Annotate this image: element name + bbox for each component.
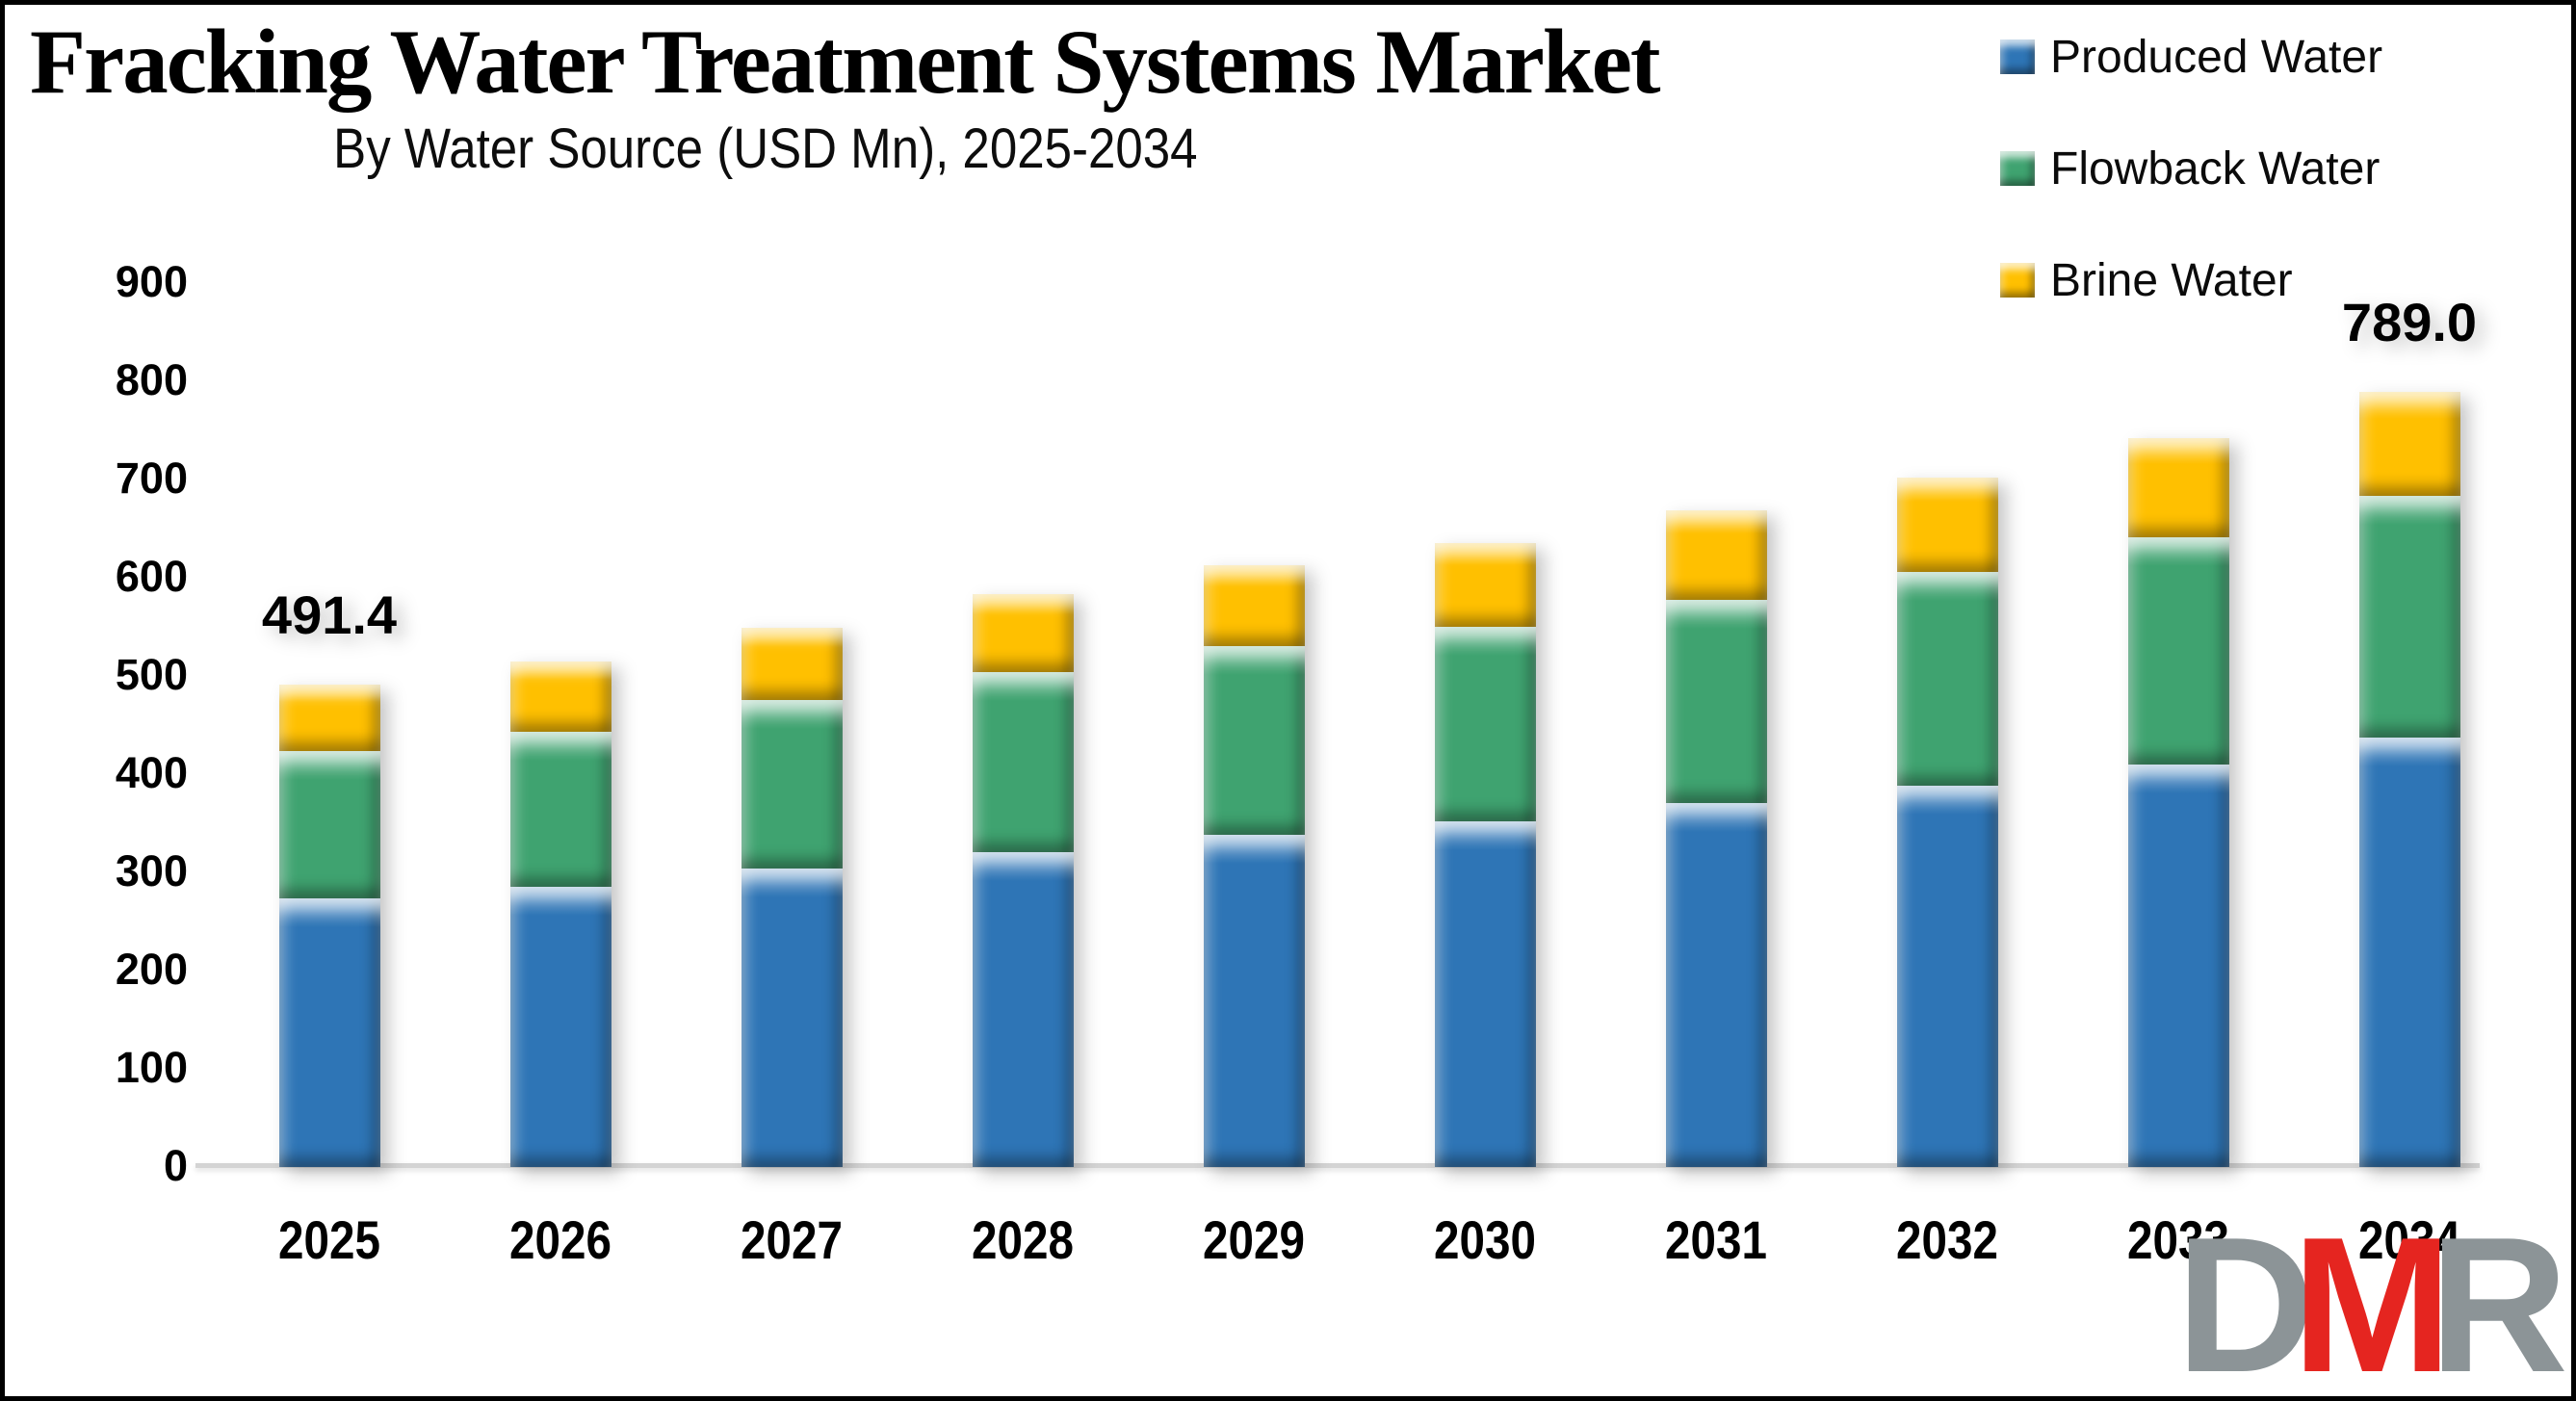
- x-axis-label-2026: 2026: [509, 1209, 611, 1270]
- y-axis-tick-label: 0: [163, 1140, 188, 1190]
- bar-segment-produced-water-2027: [741, 869, 843, 1167]
- bar-segment-flowback-water-2025: [278, 750, 380, 899]
- bar-column-2032: [1896, 478, 1998, 1167]
- bar-column-2034: 789.0: [2342, 292, 2477, 1167]
- x-axis-label-2031: 2031: [1665, 1209, 1767, 1270]
- bar-segment-produced-water-2025: [278, 898, 380, 1167]
- bar-segment-flowback-water-2028: [972, 671, 1074, 852]
- legend-item-flowback-water: Flowback Water: [2000, 142, 2382, 195]
- y-axis-tick-label: 800: [115, 354, 188, 404]
- bar-segment-brine-water-2030: [1434, 543, 1536, 627]
- x-axis-label-2025: 2025: [278, 1209, 380, 1270]
- bar-column-2026: [509, 661, 611, 1167]
- logo-letter-m: M: [2291, 1198, 2453, 1401]
- bar-segment-flowback-water-2029: [1203, 646, 1305, 835]
- bar-segment-produced-water-2030: [1434, 821, 1536, 1167]
- bar-segment-brine-water-2028: [972, 594, 1074, 672]
- legend-item-brine-water: Brine Water: [2000, 253, 2382, 307]
- bar-segment-produced-water-2032: [1896, 785, 1998, 1167]
- bar-segment-brine-water-2027: [741, 628, 843, 700]
- bar-segment-produced-water-2026: [509, 887, 611, 1167]
- logo-letter-d: D: [2175, 1198, 2315, 1401]
- bar-segment-brine-water-2029: [1203, 564, 1305, 647]
- bar-segment-brine-water-2026: [509, 661, 611, 732]
- x-axis-label-2028: 2028: [972, 1209, 1074, 1270]
- bar-segment-flowback-water-2031: [1665, 599, 1767, 803]
- x-axis-label-2030: 2030: [1434, 1209, 1536, 1270]
- bar-segment-produced-water-2031: [1665, 803, 1767, 1167]
- chart-title: Fracking Water Treatment Systems Market: [30, 11, 1661, 113]
- logo-letter-r: R: [2429, 1198, 2568, 1401]
- y-axis-tick-label: 600: [115, 551, 188, 601]
- bar-column-2033: [2127, 438, 2229, 1167]
- bar-segment-brine-water-2032: [1896, 478, 1998, 572]
- x-axis-label-2027: 2027: [741, 1209, 843, 1270]
- x-axis-label-2034: 2034: [2358, 1209, 2460, 1270]
- bar-segment-flowback-water-2034: [2358, 496, 2460, 738]
- bar-segment-produced-water-2033: [2127, 765, 2229, 1167]
- bar-segment-flowback-water-2030: [1434, 627, 1536, 821]
- bar-segment-flowback-water-2027: [741, 700, 843, 869]
- bar-column-2029: [1203, 564, 1305, 1167]
- bar-segment-brine-water-2034: [2358, 392, 2460, 497]
- legend-label: Produced Water: [2050, 31, 2383, 83]
- legend-item-produced-water: Produced Water: [2000, 30, 2382, 84]
- bar-segment-produced-water-2028: [972, 851, 1074, 1167]
- bar-segment-flowback-water-2032: [1896, 571, 1998, 786]
- legend-swatch-brine-water: [2000, 263, 2035, 298]
- bar-total-label-2025: 491.4: [261, 584, 398, 645]
- x-axis-label-2033: 2033: [2127, 1209, 2229, 1270]
- chart-subtitle-row: By Water Source (USD Mn), 2025-2034: [5, 117, 1526, 181]
- legend-label: Brine Water: [2050, 254, 2293, 306]
- bar-segment-flowback-water-2026: [509, 731, 611, 888]
- legend-swatch-produced-water: [2000, 39, 2035, 74]
- x-axis-label-2032: 2032: [1896, 1209, 1998, 1270]
- legend-label: Flowback Water: [2050, 143, 2381, 195]
- y-axis-tick-label: 500: [115, 649, 188, 699]
- bar-column-2028: [972, 594, 1074, 1167]
- bar-segment-produced-water-2034: [2358, 737, 2460, 1167]
- x-axis-line: [195, 1163, 2480, 1168]
- chart-subtitle: By Water Source (USD Mn), 2025-2034: [333, 117, 1198, 180]
- bar-segment-produced-water-2029: [1203, 834, 1305, 1167]
- bar-column-2025: 491.4: [262, 584, 397, 1167]
- bar-column-2030: [1434, 543, 1536, 1167]
- bar-segment-brine-water-2031: [1665, 509, 1767, 600]
- y-axis-tick-label: 300: [115, 845, 188, 895]
- bar-segment-brine-water-2033: [2127, 438, 2229, 537]
- plot-area: 491.4 789.0: [202, 283, 2477, 1167]
- bar-column-2027: [741, 628, 843, 1167]
- legend: Produced Water Flowback Water Brine Water: [2000, 30, 2382, 365]
- dmr-logo: DMR: [2176, 1190, 2569, 1401]
- bar-segment-brine-water-2025: [278, 684, 380, 751]
- y-axis-tick-label: 100: [115, 1042, 188, 1092]
- y-axis-tick-label: 400: [115, 747, 188, 797]
- bar-total-label-2034: 789.0: [2341, 292, 2478, 353]
- y-axis-tick-label: 700: [115, 453, 188, 503]
- bar-column-2031: [1665, 509, 1767, 1167]
- y-axis-tick-label: 200: [115, 944, 188, 994]
- x-axis-label-2029: 2029: [1203, 1209, 1305, 1270]
- legend-swatch-flowback-water: [2000, 151, 2035, 186]
- bar-segment-flowback-water-2033: [2127, 536, 2229, 765]
- y-axis-tick-label: 900: [115, 256, 188, 306]
